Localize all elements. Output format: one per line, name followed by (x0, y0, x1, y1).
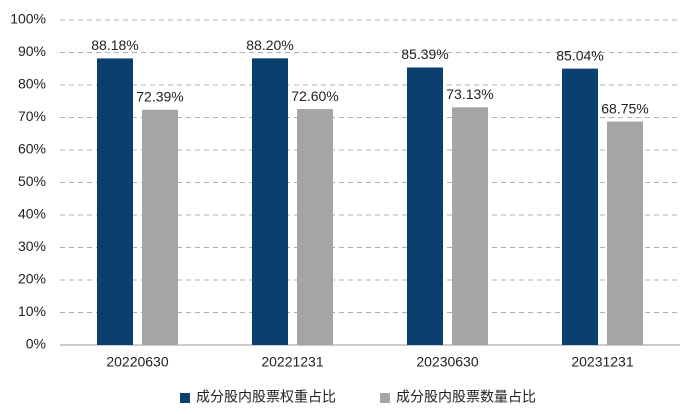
bar (142, 109, 178, 345)
value-label: 85.04% (556, 47, 603, 63)
bar (562, 68, 598, 346)
y-tick-label: 90% (18, 43, 46, 59)
y-tick-label: 40% (18, 206, 46, 222)
value-label: 72.60% (291, 88, 338, 104)
bar (252, 58, 288, 345)
y-tick-label: 60% (18, 141, 46, 157)
value-label: 73.13% (446, 86, 493, 102)
bar (97, 58, 133, 345)
x-tick-label: 20231231 (571, 354, 634, 370)
bar (452, 107, 488, 345)
bar (407, 67, 443, 346)
value-label: 68.75% (601, 100, 648, 116)
y-tick-label: 50% (18, 173, 46, 189)
value-label: 85.39% (401, 46, 448, 62)
legend-label: 成分股内股票权重占比 (196, 389, 336, 405)
y-tick-label: 20% (18, 271, 46, 287)
legend-swatch (180, 393, 190, 403)
y-tick-label: 80% (18, 76, 46, 92)
value-label: 72.39% (136, 88, 183, 104)
x-tick-label: 20221231 (261, 354, 324, 370)
y-tick-label: 70% (18, 108, 46, 124)
value-label: 88.18% (91, 37, 138, 53)
x-tick-label: 20230630 (416, 354, 479, 370)
y-tick-label: 10% (18, 303, 46, 319)
x-tick-label: 20220630 (106, 354, 169, 370)
legend-label: 成分股内股票数量占比 (396, 389, 536, 405)
bar (297, 109, 333, 345)
bar (607, 121, 643, 345)
value-label: 88.20% (246, 37, 293, 53)
y-tick-label: 0% (26, 336, 46, 352)
y-tick-label: 30% (18, 238, 46, 254)
legend-swatch (380, 393, 390, 403)
y-tick-label: 100% (10, 11, 46, 27)
